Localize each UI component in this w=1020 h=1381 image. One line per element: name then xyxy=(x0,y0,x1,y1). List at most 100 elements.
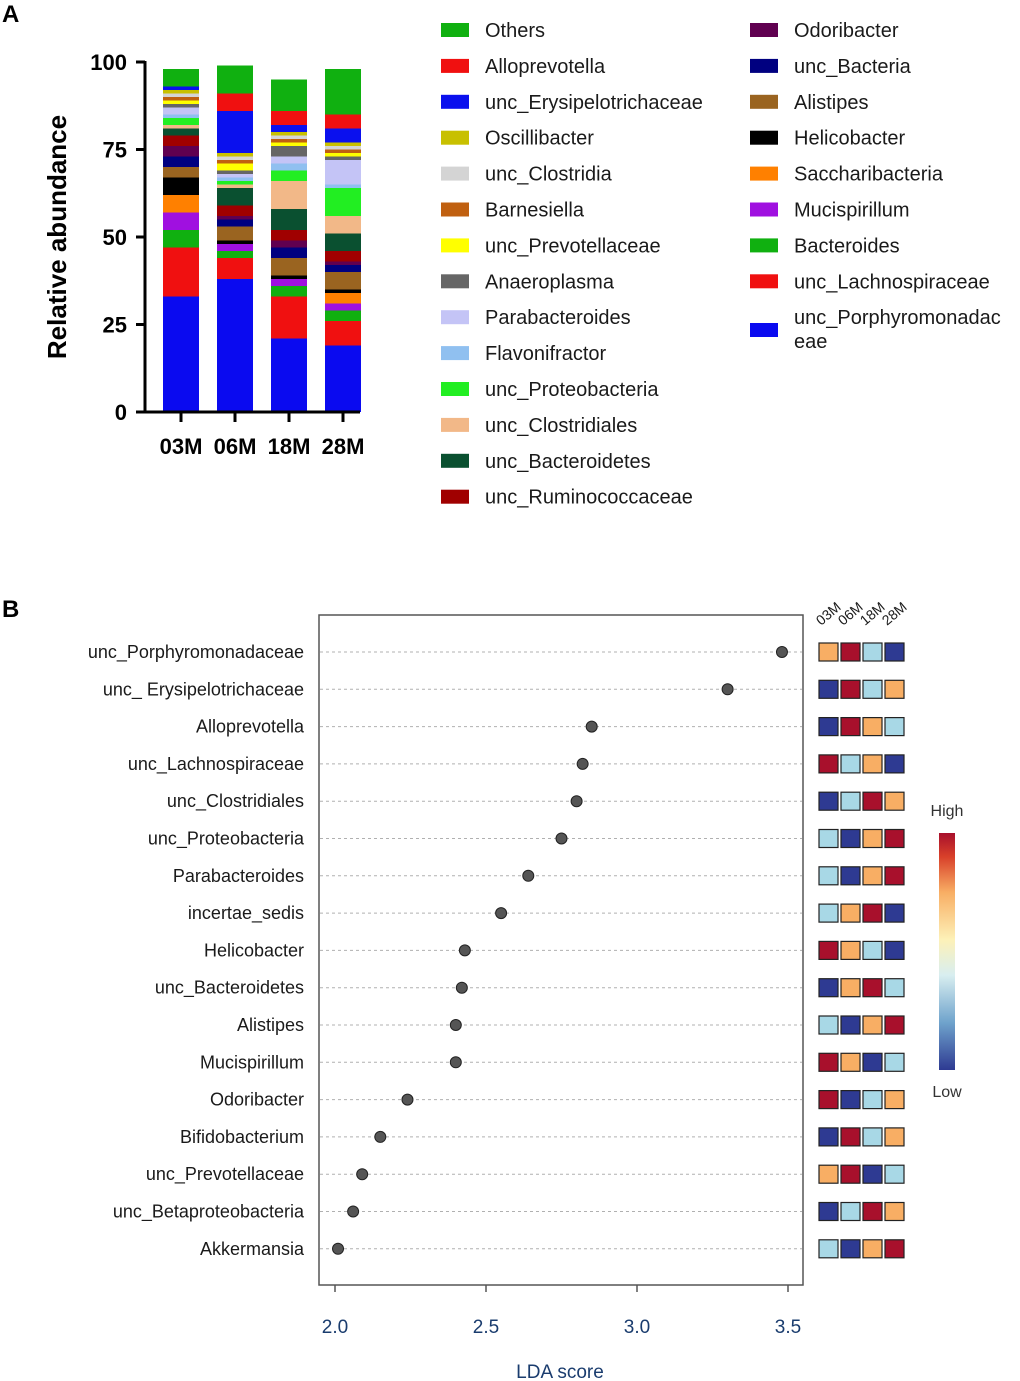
legend-label: unc_Porphyromonadac xyxy=(794,307,1001,329)
bar-06M-unc-porphyromonadaceae xyxy=(217,279,253,412)
heatmap-cell xyxy=(818,1052,839,1072)
bar-18M-barnesiella xyxy=(271,139,307,143)
heatmap-cell xyxy=(862,903,883,923)
legend-swatch xyxy=(441,23,469,37)
lda-point xyxy=(332,1242,345,1255)
lda-point xyxy=(775,646,788,658)
legend-label: Barnesiella xyxy=(485,200,585,222)
legend-swatch xyxy=(441,346,469,361)
heatmap-cell xyxy=(840,978,861,998)
heatmap-cell xyxy=(884,1201,905,1222)
y-axis-label: Relative abundance xyxy=(42,115,72,359)
heatmap-cell xyxy=(818,716,839,737)
heatmap-cell xyxy=(862,1127,883,1147)
heatmap-cell xyxy=(818,1089,839,1110)
bar-18M-unc-clostridiales xyxy=(271,181,307,209)
legend-label: unc_Bacteroidetes xyxy=(485,451,651,473)
bar-06M-alistipes xyxy=(217,226,253,241)
taxon-label: unc_ Erysipelotrichaceae xyxy=(103,679,304,700)
heatmap-cell xyxy=(818,1127,839,1147)
heatmap-cell xyxy=(840,903,861,923)
y-tick-label: 100 xyxy=(90,50,127,75)
legend-label: Alistipes xyxy=(794,92,868,114)
heatmap-cell xyxy=(818,754,839,774)
bar-06M-unc-clostridiales xyxy=(217,184,253,188)
lda-point xyxy=(721,683,734,696)
lda-point xyxy=(576,757,589,770)
bar-28M-unc-ruminococcaceae xyxy=(325,251,361,262)
bar-18M-unc-prevotellaceae xyxy=(271,142,307,146)
legend: Others Alloprevotella unc_Erysipelotrichac… xyxy=(441,20,1001,509)
heatmap-cell xyxy=(884,791,905,811)
heatmap-cell xyxy=(884,754,905,774)
heatmap-group-label: 28M xyxy=(879,599,910,629)
legend-label: Bacteroides xyxy=(794,235,900,257)
heatmap-cell xyxy=(862,940,883,961)
lda-point xyxy=(356,1168,369,1181)
bar-18M-unc-lachnospiraceae xyxy=(271,296,307,339)
colorbar-gradient xyxy=(939,833,955,1070)
bar-28M-parabacteroides xyxy=(325,160,361,185)
lda-x-tick-label: 3.5 xyxy=(775,1317,801,1338)
legend-swatch xyxy=(750,130,778,145)
bar-06M-helicobacter xyxy=(217,240,253,244)
legend-label: Alloprevotella xyxy=(485,56,606,78)
bar-03M-unc-prevotellaceae xyxy=(163,100,199,104)
lda-rows: unc_Porphyromonadaceae unc_ Erysipelotric… xyxy=(88,642,802,1259)
bar-18M-anaeroplasma xyxy=(271,146,307,157)
heatmap-cell xyxy=(818,940,839,961)
bar-28M-unc-porphyromonadaceae xyxy=(325,345,361,412)
bar-03M-barnesiella xyxy=(163,97,199,101)
lda-x-ticks: 2.0 2.5 3.0 3.5 xyxy=(322,1285,801,1338)
heatmap-cell xyxy=(818,903,839,923)
lda-point xyxy=(522,869,535,882)
bar-03M-unc-clostridia xyxy=(163,93,199,97)
bar-28M-oscillibacter xyxy=(325,142,361,146)
heatmap-cell xyxy=(862,716,883,737)
heatmap-cell xyxy=(840,679,861,699)
heatmap-cell xyxy=(818,1015,839,1035)
bar-03M-unc-bacteria xyxy=(163,156,199,167)
legend-swatch xyxy=(441,382,469,396)
x-ticks: 03M 06M 18M 28M xyxy=(160,412,364,459)
legend-swatch xyxy=(750,94,778,109)
legend-swatch xyxy=(750,274,778,289)
bar-06M-anaeroplasma xyxy=(217,170,253,174)
heatmap-cell xyxy=(862,828,883,849)
bar-28M-saccharibacteria xyxy=(325,293,361,304)
legend-swatch xyxy=(441,130,469,145)
heatmap-cell xyxy=(862,866,883,886)
heatmap-cell xyxy=(884,679,905,699)
bar-18M-unc-erysipelotrichaceae xyxy=(271,125,307,132)
heatmap-cell xyxy=(862,1239,883,1259)
bar-06M-others xyxy=(217,65,253,94)
legend-swatch xyxy=(441,274,469,289)
heatmap-cell xyxy=(884,866,905,886)
heatmap-cell xyxy=(884,1239,905,1259)
y-tick-label: 0 xyxy=(115,400,127,425)
bar-06M-oscillibacter xyxy=(217,153,253,157)
taxon-label: Mucispirillum xyxy=(200,1052,304,1072)
bar-03M-helicobacter xyxy=(163,177,199,195)
bar-18M-unc-proteobacteria xyxy=(271,170,307,181)
bar-28M-unc-prevotellaceae xyxy=(325,153,361,157)
heatmap-cell xyxy=(884,1164,905,1184)
colorbar-low-label: Low xyxy=(932,1084,962,1101)
legend-label: unc_Lachnospiraceae xyxy=(794,271,990,293)
bar-03M-oscillibacter xyxy=(163,90,199,94)
bar-03M-alistipes xyxy=(163,167,199,178)
legend-label: unc_Erysipelotrichaceae xyxy=(485,92,703,114)
bar-28M-odoribacter xyxy=(325,261,361,265)
bar-03M-unc-erysipelotrichaceae xyxy=(163,86,199,90)
legend-label: unc_Bacteria xyxy=(794,56,912,78)
legend-label: unc_Clostridia xyxy=(485,164,613,186)
bar-06M-unc-proteobacteria xyxy=(217,181,253,185)
bar-06M-mucispirillum xyxy=(217,244,253,251)
heatmap-cell xyxy=(840,1089,861,1110)
heatmap-cell xyxy=(884,642,905,662)
bar-18M-others xyxy=(271,79,307,111)
legend-swatch xyxy=(750,238,778,253)
bar-stacks xyxy=(163,65,361,412)
bar-03M-anaeroplasma xyxy=(163,104,199,108)
heatmap-cell xyxy=(884,978,905,998)
